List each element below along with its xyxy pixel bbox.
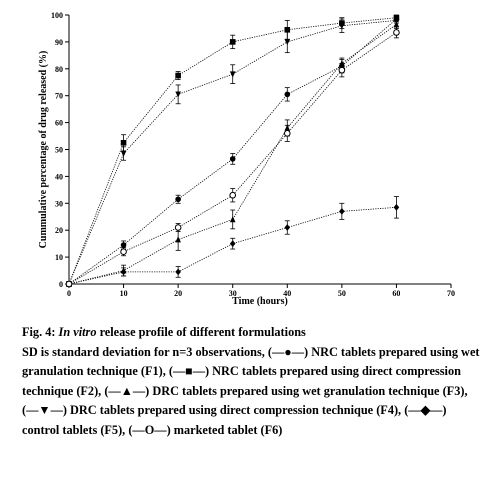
y-tick-label: 10 bbox=[55, 253, 63, 262]
data-point bbox=[339, 207, 345, 215]
data-point bbox=[393, 17, 400, 24]
x-axis-label: Time (hours) bbox=[232, 296, 288, 307]
data-point bbox=[229, 191, 237, 199]
data-point bbox=[393, 21, 400, 28]
figure-caption: Fig. 4: In vitro release profile of diff… bbox=[22, 323, 484, 441]
release-profile-chart: 0 10 20 30 40 50 60 70 0 10 20 30 40 50 60 70 80 90 100 Ti… bbox=[38, 11, 455, 307]
data-point bbox=[120, 268, 127, 276]
y-tick-label: 90 bbox=[55, 38, 63, 47]
data-point bbox=[175, 91, 181, 98]
data-point bbox=[120, 150, 127, 157]
x-tick-label: 40 bbox=[283, 289, 291, 298]
data-point bbox=[393, 203, 400, 211]
data-point bbox=[284, 26, 291, 33]
data-point bbox=[229, 216, 236, 223]
x-tick-label: 60 bbox=[392, 289, 400, 298]
data-point bbox=[339, 22, 345, 30]
data-point bbox=[229, 156, 236, 162]
data-point bbox=[338, 66, 346, 74]
x-tick-label: 0 bbox=[67, 289, 71, 298]
chart-series bbox=[65, 14, 400, 288]
data-point bbox=[284, 224, 291, 231]
data-point bbox=[284, 91, 291, 98]
x-tick-label: 10 bbox=[120, 289, 128, 298]
y-tick-label: 40 bbox=[55, 172, 63, 181]
figure-title-text: release profile of different formulation… bbox=[99, 325, 306, 339]
data-point bbox=[175, 268, 181, 276]
data-point bbox=[283, 130, 291, 137]
data-point bbox=[229, 71, 236, 78]
data-point bbox=[120, 242, 127, 248]
y-tick-label: 30 bbox=[55, 199, 63, 208]
data-point bbox=[229, 240, 236, 248]
y-tick-label: 80 bbox=[55, 65, 63, 74]
data-point bbox=[120, 139, 127, 146]
x-tick-label: 50 bbox=[338, 289, 346, 298]
data-point bbox=[174, 224, 182, 231]
x-tick-label: 20 bbox=[174, 289, 182, 298]
data-point bbox=[393, 29, 400, 36]
data-point bbox=[120, 248, 127, 256]
y-tick-label: 50 bbox=[55, 146, 63, 155]
y-tick-label: 20 bbox=[55, 226, 63, 235]
series-triangle-down bbox=[66, 17, 400, 288]
figure-title-italic: In vitro bbox=[58, 325, 97, 339]
y-tick-label: 100 bbox=[51, 11, 63, 20]
data-point bbox=[284, 39, 291, 46]
x-tick-label: 70 bbox=[447, 289, 455, 298]
chart-axes: 0 10 20 30 40 50 60 70 0 10 20 30 40 50 60 70 80 90 100 bbox=[51, 11, 455, 298]
x-tick-label: 30 bbox=[229, 289, 237, 298]
data-point bbox=[175, 196, 181, 203]
series-open-circle bbox=[65, 26, 400, 288]
y-tick-label: 0 bbox=[59, 280, 63, 289]
data-point bbox=[175, 236, 181, 243]
figure-title: Fig. 4: In vitro release profile of diff… bbox=[22, 323, 484, 343]
data-point bbox=[175, 72, 181, 79]
figure-caption-body: SD is standard deviation for n=3 observa… bbox=[22, 344, 480, 437]
data-point bbox=[65, 280, 73, 288]
data-point bbox=[229, 39, 236, 45]
figure-number: Fig. 4: bbox=[22, 325, 56, 339]
y-axis-label: Cummulative percentage of drug released … bbox=[38, 51, 49, 249]
y-tick-label: 60 bbox=[55, 119, 63, 128]
series-diamond bbox=[66, 196, 400, 288]
y-tick-label: 70 bbox=[55, 92, 63, 101]
